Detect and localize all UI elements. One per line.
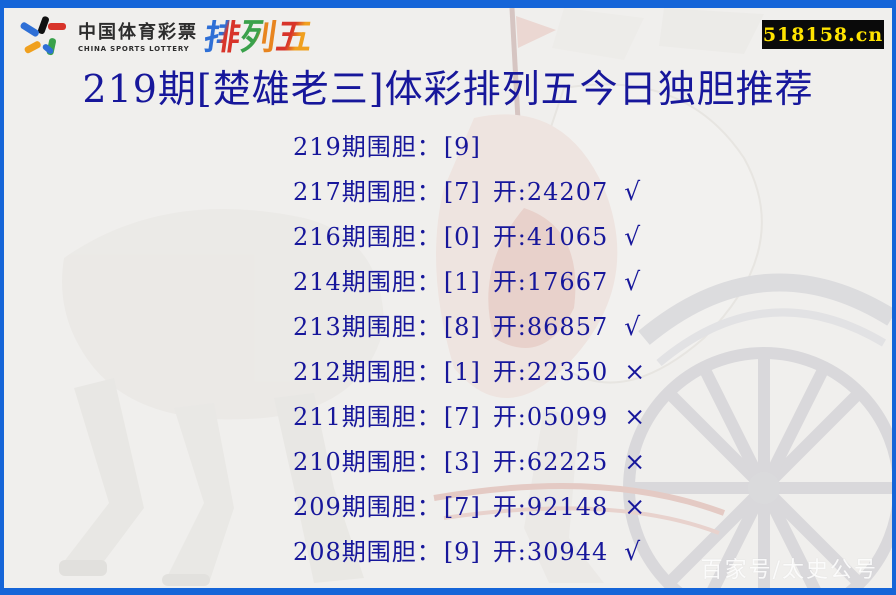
header: 中国体育彩票 CHINA SPORTS LOTTERY 排 列 五	[18, 12, 315, 64]
prediction-row: 214期围胆：[1] 开:17667 √	[293, 259, 646, 304]
row-period: 209期围胆：	[293, 493, 442, 521]
page-title: 219期[楚雄老三]体彩排列五今日独胆推荐	[82, 67, 814, 111]
row-pick: [9]	[443, 133, 481, 161]
product-char: 排	[201, 17, 243, 58]
row-draw: 开:86857	[492, 313, 609, 341]
row-result-mark: ×	[624, 492, 647, 521]
prediction-row: 210期围胆：[3] 开:62225 ×	[293, 439, 646, 484]
row-pick: [8]	[443, 313, 481, 341]
row-period: 210期围胆：	[293, 448, 442, 476]
row-draw: 开:24207	[492, 178, 609, 206]
site-url-badge: 518158.cn	[762, 20, 884, 49]
row-draw: 开:05099	[492, 403, 609, 431]
row-period: 217期围胆：	[293, 178, 442, 206]
prediction-list: 219期围胆：[9] 217期围胆：[7] 开:24207 √ 216期围胆：[0]…	[293, 124, 646, 574]
row-pick: [7]	[443, 403, 481, 431]
brand-name-cn: 中国体育彩票	[78, 22, 198, 44]
prediction-row: 219期围胆：[9]	[293, 124, 646, 169]
brand-name-en: CHINA SPORTS LOTTERY	[78, 44, 190, 53]
row-result-mark: √	[624, 537, 642, 566]
row-result-mark: ×	[624, 402, 647, 431]
prediction-row: 216期围胆：[0] 开:41065 √	[293, 214, 646, 259]
china-sports-lottery-logo-icon	[20, 16, 66, 56]
row-result-mark: √	[624, 177, 642, 206]
product-name-pailiewu: 排 列 五	[201, 17, 315, 58]
row-draw: 开:92148	[492, 493, 609, 521]
brand-text: 中国体育彩票 CHINA SPORTS LOTTERY	[78, 23, 198, 53]
row-result-mark: √	[624, 312, 642, 341]
row-period: 216期围胆：	[293, 223, 442, 251]
row-draw: 开:17667	[492, 268, 609, 296]
row-result-mark: √	[624, 222, 642, 251]
row-pick: [7]	[443, 178, 481, 206]
row-draw: 开:41065	[492, 223, 609, 251]
row-result-mark: ×	[624, 447, 647, 476]
row-pick: [1]	[443, 358, 481, 386]
row-pick: [1]	[443, 268, 481, 296]
row-result-mark: √	[624, 267, 642, 296]
baijiahao-watermark: 百家号/太史公号	[700, 558, 878, 583]
row-draw: 开:30944	[492, 538, 609, 566]
row-period: 219期围胆：	[293, 133, 442, 161]
prediction-row: 211期围胆：[7] 开:05099 ×	[293, 394, 646, 439]
row-pick: [0]	[443, 223, 481, 251]
row-period: 212期围胆：	[293, 358, 442, 386]
prediction-row: 208期围胆：[9] 开:30944 √	[293, 529, 646, 574]
prediction-row: 217期围胆：[7] 开:24207 √	[293, 169, 646, 214]
product-char: 列	[237, 17, 279, 58]
row-draw: 开:62225	[492, 448, 609, 476]
row-period: 211期围胆：	[293, 403, 442, 431]
row-period: 208期围胆：	[293, 538, 442, 566]
row-period: 214期围胆：	[293, 268, 442, 296]
row-result-mark: ×	[624, 357, 647, 386]
row-pick: [9]	[443, 538, 481, 566]
row-period: 213期围胆：	[293, 313, 442, 341]
prediction-row: 209期围胆：[7] 开:92148 ×	[293, 484, 646, 529]
row-pick: [3]	[443, 448, 481, 476]
row-pick: [7]	[443, 493, 481, 521]
prediction-row: 212期围胆：[1] 开:22350 ×	[293, 349, 646, 394]
product-char: 五	[273, 17, 315, 58]
row-draw: 开:22350	[492, 358, 609, 386]
prediction-row: 213期围胆：[8] 开:86857 √	[293, 304, 646, 349]
